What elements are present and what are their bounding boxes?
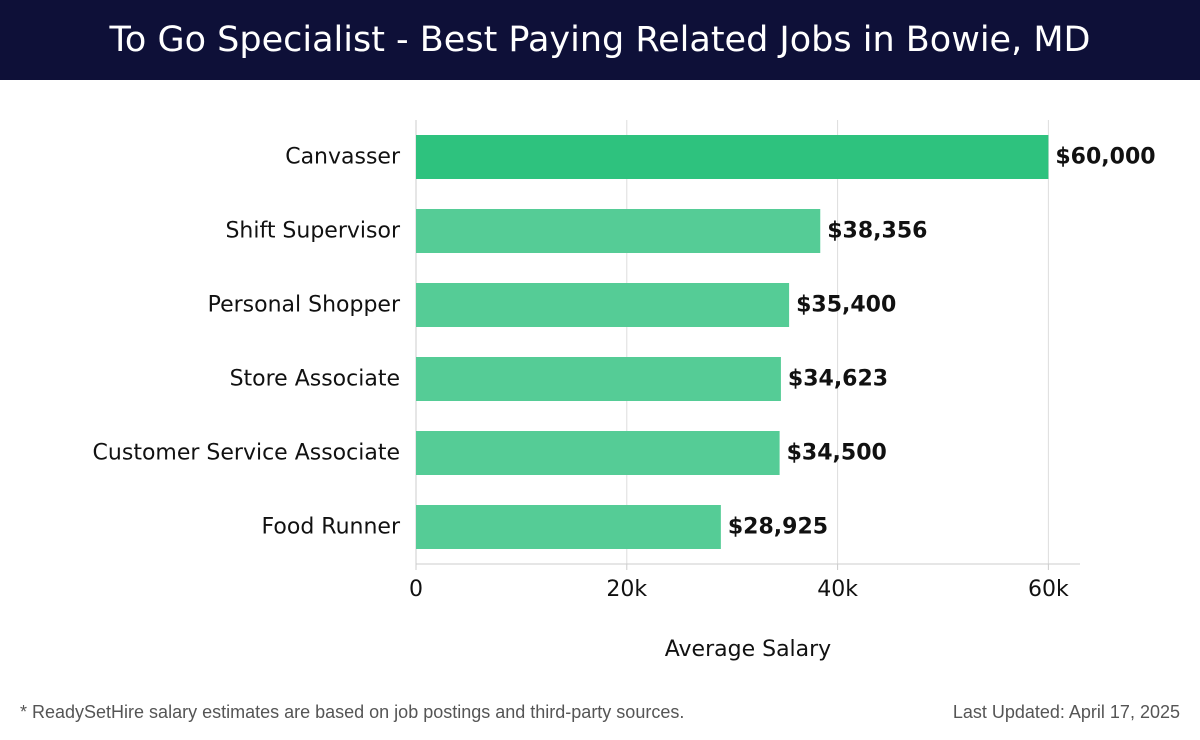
x-tick-label: 60k <box>1028 577 1069 602</box>
footer-last-updated: Last Updated: April 17, 2025 <box>952 702 1180 722</box>
category-label: Food Runner <box>262 515 401 540</box>
category-label: Store Associate <box>230 367 400 392</box>
category-label: Personal Shopper <box>208 293 401 318</box>
salary-bar-chart: Canvasser $60,000 Shift Supervisor $38,356 P… <box>93 120 1156 662</box>
bar <box>416 431 780 475</box>
category-label: Customer Service Associate <box>93 441 400 466</box>
x-tick-label: 20k <box>606 577 647 602</box>
bar <box>416 505 721 549</box>
x-tick-label: 40k <box>817 577 858 602</box>
category-label: Canvasser <box>285 145 401 170</box>
title-banner: To Go Specialist - Best Paying Related J… <box>0 0 1200 80</box>
value-label: $60,000 <box>1055 145 1155 170</box>
bar <box>416 357 781 401</box>
value-label: $38,356 <box>827 219 927 244</box>
category-label: Shift Supervisor <box>225 219 401 244</box>
value-label: $34,500 <box>787 441 887 466</box>
value-label: $35,400 <box>796 293 896 318</box>
bar <box>416 209 821 253</box>
bar <box>416 135 1049 179</box>
x-axis-label: Average Salary <box>665 637 831 662</box>
footer-disclaimer: * ReadySetHire salary estimates are base… <box>20 702 685 722</box>
page-title: To Go Specialist - Best Paying Related J… <box>109 20 1091 60</box>
value-label: $28,925 <box>728 515 828 540</box>
x-tick-label: 0 <box>409 577 423 602</box>
bar <box>416 283 790 327</box>
value-label: $34,623 <box>788 367 888 392</box>
